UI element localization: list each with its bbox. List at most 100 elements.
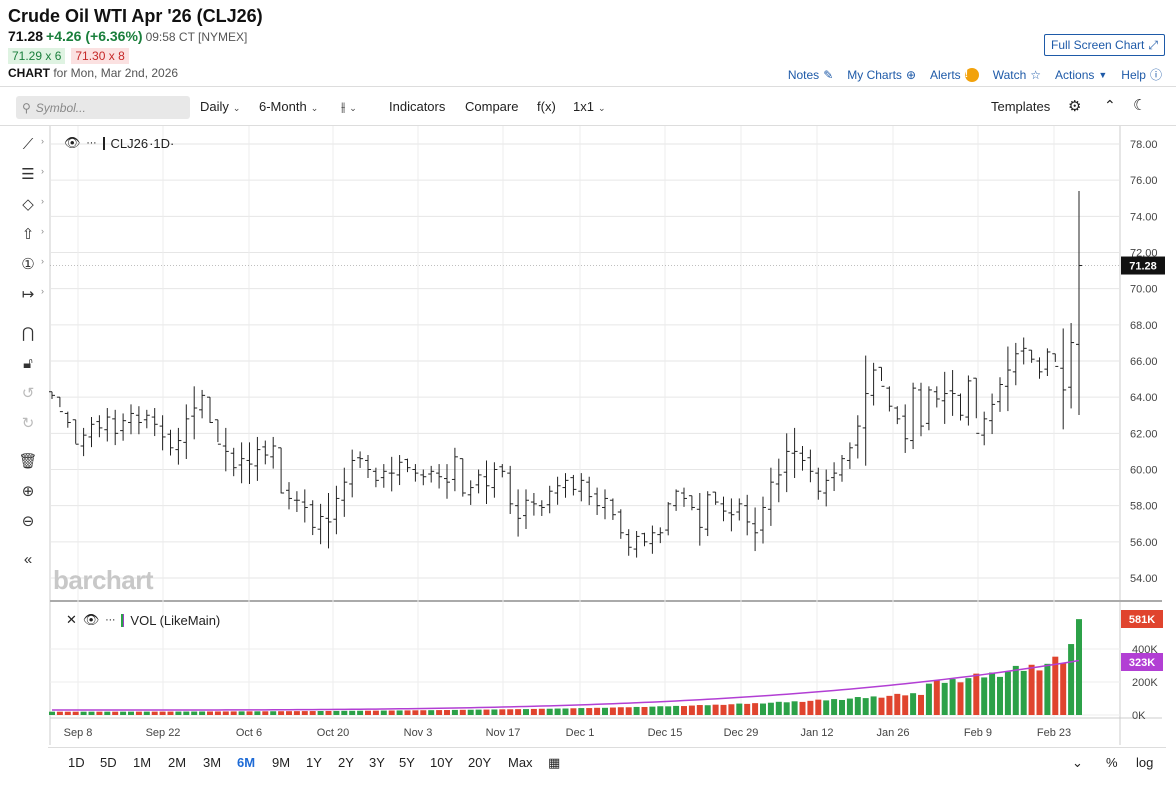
ohlc-bar <box>918 382 924 437</box>
layout-dropdown[interactable]: 1x1 ⌄ <box>573 99 606 114</box>
range-button-9m[interactable]: 9M <box>272 755 291 770</box>
number-marker-tool-icon[interactable]: ① › <box>21 256 44 273</box>
ohlc-bar <box>56 396 63 413</box>
ohlc-bar <box>230 447 237 477</box>
range-button-1y[interactable]: 1Y <box>306 755 322 770</box>
range-button-1m[interactable]: 1M <box>133 755 152 770</box>
symbol-search-input[interactable]: ⚲ Symbol... <box>16 96 190 119</box>
zoom-in-icon[interactable]: ⊕ <box>21 483 35 500</box>
settings-gear-icon[interactable]: ⚙ <box>1068 98 1082 115</box>
price-tick-label: 78.00 <box>1130 139 1158 151</box>
magnet-icon[interactable]: ⋂ <box>21 325 35 342</box>
volume-bar <box>854 697 861 715</box>
volume-bar <box>530 708 537 715</box>
my-charts-link[interactable]: My Charts ⊕ <box>847 68 916 82</box>
volume-bar <box>570 708 577 715</box>
watch-link[interactable]: Watch ☆ <box>993 68 1041 82</box>
ohlc-bar <box>96 415 103 438</box>
volume-bar <box>491 709 498 715</box>
ohlc-bar <box>507 465 514 514</box>
shape-tool-icon[interactable]: ◇ › <box>22 196 44 213</box>
ohlc-bar <box>420 469 427 486</box>
interval-label: Daily <box>200 99 229 114</box>
percent-toggle[interactable]: % <box>1106 755 1118 770</box>
time-tick-label: Sep 8 <box>64 727 93 739</box>
alerts-link[interactable]: Alerts! <box>930 67 979 82</box>
measure-tool-icon[interactable]: ↦ › <box>21 286 44 303</box>
volume-bar <box>538 708 545 715</box>
last-price-tag-label: 71.28 <box>1129 261 1157 273</box>
fib-tool-icon[interactable]: ☰ › <box>21 166 44 183</box>
range-button-20y[interactable]: 20Y <box>468 755 492 770</box>
volume-bar <box>88 711 95 715</box>
collapse-up-icon[interactable]: ⌃ <box>1104 97 1116 113</box>
double-chevron-down-icon[interactable]: ⌄ <box>1072 755 1083 770</box>
ohlc-bar <box>112 409 119 446</box>
range-button-10y[interactable]: 10Y <box>430 755 454 770</box>
ohlc-bar <box>341 467 348 517</box>
time-tick-label: Sep 22 <box>146 727 181 739</box>
dark-mode-moon-icon[interactable]: ☾ <box>1133 97 1147 114</box>
interval-dropdown[interactable]: Daily ⌄ <box>200 99 240 114</box>
time-tick-label: Dec 1 <box>566 727 595 739</box>
zoom-out-icon[interactable]: ⊖ <box>21 513 35 530</box>
more-icon[interactable]: ⋯ <box>86 137 97 149</box>
trash-icon[interactable]: 🗑︎ <box>18 453 38 470</box>
volume-bar <box>665 706 672 715</box>
redo-icon[interactable]: ↻ <box>21 415 35 432</box>
ohlc-bar <box>191 386 198 440</box>
more-icon[interactable]: ⋯ <box>105 614 116 626</box>
notes-link[interactable]: Notes ✎ <box>788 68 833 82</box>
function-button[interactable]: f(x) <box>537 99 556 114</box>
range-button-2m[interactable]: 2M <box>168 755 187 770</box>
range-button-3y[interactable]: 3Y <box>369 755 385 770</box>
price-tick-label: 74.00 <box>1130 211 1158 223</box>
range-button-1d[interactable]: 1D <box>68 755 85 770</box>
volume-bar <box>918 694 924 715</box>
volume-bar <box>554 708 561 715</box>
range-button-3m[interactable]: 3M <box>203 755 222 770</box>
eye-icon[interactable]: 👁︎ <box>82 612 100 627</box>
volume-bar <box>799 701 806 715</box>
volume-last-tag-label: 581K <box>1129 614 1155 626</box>
range-button-6m[interactable]: 6M <box>237 755 256 770</box>
range-button-max[interactable]: Max <box>508 755 533 770</box>
undo-icon[interactable]: ↺ <box>21 385 35 402</box>
volume-average-line <box>52 659 1080 711</box>
ohlc-bar <box>989 393 996 435</box>
volume-bar <box>420 710 427 715</box>
range-button-5y[interactable]: 5Y <box>399 755 415 770</box>
ohlc-bar <box>404 458 411 473</box>
help-link[interactable]: Help ⓘ <box>1121 66 1162 83</box>
indicators-button[interactable]: Indicators <box>389 99 446 114</box>
compare-button[interactable]: Compare <box>465 99 519 114</box>
volume-bar <box>649 706 656 715</box>
unlock-icon[interactable]: 🔓︎ <box>23 354 33 372</box>
range-dropdown[interactable]: 6-Month ⌄ <box>259 99 318 114</box>
templates-button[interactable]: Templates <box>991 99 1051 114</box>
actions-menu[interactable]: Actions ▼ <box>1055 68 1107 82</box>
volume-bar <box>846 698 853 715</box>
log-toggle[interactable]: log <box>1136 755 1154 770</box>
volume-bar <box>1020 670 1027 715</box>
volume-bar <box>641 706 648 715</box>
volume-bar <box>143 711 150 715</box>
volume-bar <box>775 701 782 715</box>
ohlc-bar <box>1020 337 1027 365</box>
time-axis: Sep 8 Sep 22 Oct 6 Oct 20 Nov 3 Nov 17 Dec 1 De… <box>64 727 1072 739</box>
volume-bar <box>910 693 917 715</box>
range-button-2y[interactable]: 2Y <box>338 755 354 770</box>
collapse-sidebar-icon[interactable]: « <box>23 550 33 568</box>
range-button-5d[interactable]: 5D <box>100 755 117 770</box>
eye-icon[interactable]: 👁︎ <box>64 135 81 150</box>
bar-type-dropdown[interactable]: ⫲ ⌄ <box>341 99 357 115</box>
close-icon[interactable]: ✕ <box>66 612 77 627</box>
ohlc-bar <box>88 417 95 448</box>
full-screen-chart-button[interactable]: Full Screen Chart ⤢ <box>1044 34 1165 56</box>
calendar-icon[interactable]: ▦ <box>548 755 561 770</box>
volume-bar <box>104 711 111 715</box>
arrow-tool-icon[interactable]: ⇧ › <box>21 226 44 243</box>
ohlc-bar <box>649 525 656 554</box>
trend-line-tool-icon[interactable]: ⟋ › <box>22 135 44 153</box>
